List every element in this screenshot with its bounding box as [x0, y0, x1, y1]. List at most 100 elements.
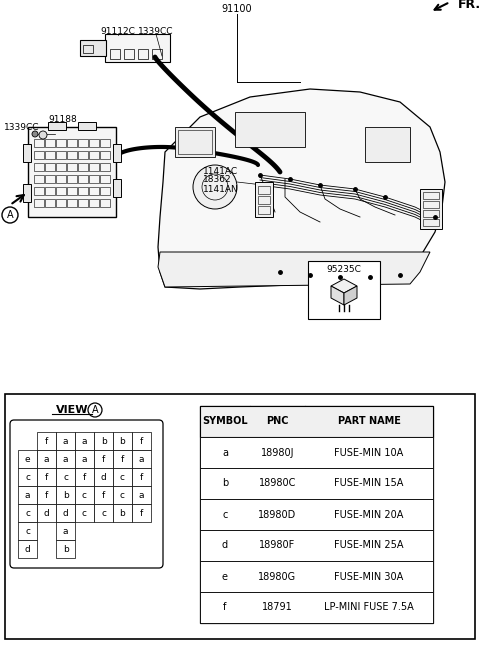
- Bar: [37, 504, 56, 522]
- Bar: [100, 187, 110, 195]
- Text: a: a: [82, 454, 87, 463]
- Bar: [78, 122, 96, 130]
- Text: c: c: [82, 490, 87, 499]
- Text: FUSE-MIN 15A: FUSE-MIN 15A: [334, 479, 404, 488]
- Bar: [94, 432, 113, 450]
- Bar: [75, 486, 94, 504]
- Circle shape: [193, 165, 237, 209]
- Bar: [94, 450, 113, 468]
- Text: FUSE-MIN 20A: FUSE-MIN 20A: [334, 509, 404, 520]
- Bar: [78, 151, 88, 159]
- Text: e: e: [24, 454, 30, 463]
- Bar: [56, 163, 66, 171]
- Bar: [113, 468, 132, 486]
- Bar: [423, 210, 439, 217]
- Text: d: d: [44, 509, 49, 518]
- Text: d: d: [24, 545, 30, 553]
- Text: 1141AN: 1141AN: [203, 184, 239, 193]
- Text: 18980G: 18980G: [258, 571, 297, 582]
- Bar: [89, 175, 99, 183]
- Bar: [132, 486, 151, 504]
- Bar: [34, 175, 44, 183]
- Text: FUSE-MIN 30A: FUSE-MIN 30A: [335, 571, 404, 582]
- Bar: [113, 432, 132, 450]
- Bar: [67, 139, 77, 147]
- Bar: [23, 144, 31, 162]
- Bar: [67, 187, 77, 195]
- Bar: [34, 187, 44, 195]
- Bar: [75, 468, 94, 486]
- Polygon shape: [158, 89, 445, 289]
- Text: 18980F: 18980F: [259, 540, 296, 551]
- Bar: [152, 49, 162, 59]
- Polygon shape: [344, 286, 357, 305]
- Bar: [100, 175, 110, 183]
- Text: c: c: [222, 509, 228, 520]
- Bar: [100, 163, 110, 171]
- Bar: [34, 139, 44, 147]
- Text: f: f: [45, 490, 48, 499]
- Bar: [200, 437, 433, 468]
- Bar: [83, 45, 93, 53]
- Bar: [113, 504, 132, 522]
- Bar: [100, 139, 110, 147]
- Bar: [94, 468, 113, 486]
- Text: 95235C: 95235C: [326, 265, 361, 274]
- Text: 18980J: 18980J: [261, 448, 294, 457]
- Bar: [56, 175, 66, 183]
- Bar: [200, 592, 433, 623]
- Text: f: f: [83, 472, 86, 481]
- Text: 1339CC: 1339CC: [4, 122, 40, 131]
- Text: b: b: [101, 437, 107, 446]
- Text: FR.: FR.: [458, 0, 480, 10]
- Text: e: e: [222, 571, 228, 582]
- Bar: [89, 151, 99, 159]
- Bar: [56, 151, 66, 159]
- Bar: [258, 206, 270, 214]
- Text: c: c: [120, 472, 125, 481]
- Bar: [28, 127, 116, 217]
- Text: PART NAME: PART NAME: [337, 417, 400, 426]
- Bar: [67, 175, 77, 183]
- Bar: [113, 179, 121, 197]
- Bar: [100, 151, 110, 159]
- Bar: [67, 151, 77, 159]
- Bar: [56, 486, 75, 504]
- Circle shape: [32, 131, 38, 137]
- Text: 18791: 18791: [262, 602, 293, 613]
- Bar: [56, 432, 75, 450]
- Bar: [200, 499, 433, 530]
- Bar: [78, 163, 88, 171]
- Bar: [56, 522, 75, 540]
- Bar: [45, 187, 55, 195]
- Bar: [80, 40, 106, 56]
- Bar: [78, 187, 88, 195]
- Text: PNC: PNC: [266, 417, 289, 426]
- Text: f: f: [121, 454, 124, 463]
- Bar: [124, 49, 134, 59]
- Bar: [113, 450, 132, 468]
- Bar: [100, 199, 110, 207]
- Bar: [110, 49, 120, 59]
- Text: a: a: [25, 490, 30, 499]
- Text: a: a: [139, 454, 144, 463]
- Bar: [18, 504, 37, 522]
- Text: 91112C: 91112C: [101, 27, 135, 36]
- Text: c: c: [63, 472, 68, 481]
- Bar: [18, 468, 37, 486]
- Bar: [37, 432, 56, 450]
- Bar: [45, 163, 55, 171]
- Bar: [37, 450, 56, 468]
- Bar: [23, 184, 31, 202]
- Bar: [75, 450, 94, 468]
- Bar: [235, 112, 305, 147]
- Text: FUSE-MIN 25A: FUSE-MIN 25A: [334, 540, 404, 551]
- Text: 1141AC: 1141AC: [203, 166, 238, 175]
- Bar: [138, 49, 148, 59]
- Bar: [132, 504, 151, 522]
- Bar: [18, 486, 37, 504]
- Text: c: c: [82, 509, 87, 518]
- Bar: [45, 151, 55, 159]
- Bar: [18, 450, 37, 468]
- Bar: [365, 127, 410, 162]
